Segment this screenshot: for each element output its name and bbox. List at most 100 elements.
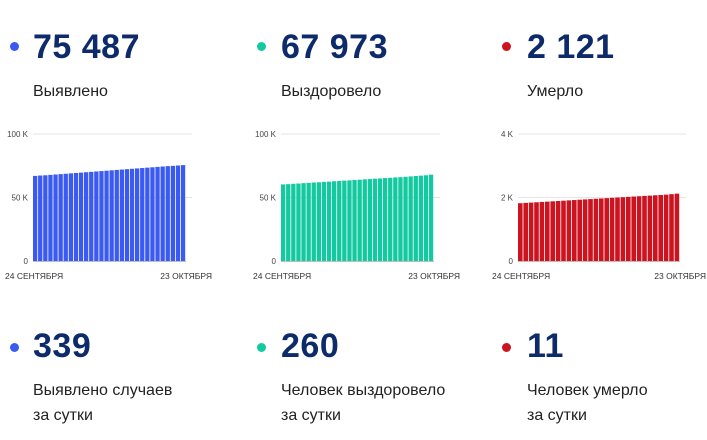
bar	[109, 170, 114, 261]
died-daily-label: Человек умерло за сутки	[527, 378, 648, 428]
died-total-label: Умерло	[527, 83, 584, 100]
detected-dot-icon	[10, 42, 19, 51]
bar	[63, 173, 68, 261]
bar	[528, 202, 534, 261]
bar	[170, 165, 175, 261]
bar	[321, 181, 327, 261]
died-daily-dot-icon	[502, 343, 511, 352]
bar	[609, 197, 615, 261]
bar	[352, 179, 357, 261]
panel-recovered: 67 973 Выздоровело 0 50 K 100 K 24 СЕНТЯБРЯ…	[248, 0, 488, 440]
bar	[89, 171, 94, 261]
x-tick-label-end: 23 ОКТЯБРЯ	[654, 271, 706, 281]
bar	[593, 198, 599, 261]
y-tick-label: 0	[509, 257, 514, 266]
bar	[383, 178, 388, 261]
detected-chart: 0 50 K 100 K 24 СЕНТЯБРЯ 23 ОКТЯБРЯ	[5, 130, 212, 281]
died-daily: 11	[527, 327, 564, 365]
bar	[43, 175, 48, 261]
bar	[68, 173, 73, 261]
detected-daily: 339	[33, 327, 92, 365]
y-tick-label: 100 K	[7, 130, 29, 139]
bar	[316, 182, 321, 261]
bar	[175, 165, 181, 261]
bar	[620, 197, 626, 261]
bar	[332, 181, 337, 261]
bar	[342, 180, 347, 261]
bar	[94, 171, 99, 261]
bar	[413, 176, 418, 261]
bar	[615, 197, 620, 261]
bar	[291, 183, 296, 261]
bar	[518, 203, 523, 261]
bar	[73, 172, 79, 261]
y-tick-label: 100 K	[255, 130, 277, 139]
detected-daily-label: Выявлено случаев за сутки	[33, 378, 172, 428]
bar	[372, 178, 378, 261]
bar	[566, 200, 572, 261]
bar	[347, 180, 352, 261]
y-tick-label: 0	[272, 257, 277, 266]
bar	[301, 183, 306, 261]
bar	[534, 202, 539, 261]
bar	[418, 175, 423, 261]
bar	[663, 194, 669, 261]
bar	[129, 168, 135, 261]
bar	[48, 174, 53, 261]
recovered-daily-label-line2: за сутки	[281, 407, 341, 424]
bar	[150, 167, 155, 261]
bar	[408, 176, 413, 261]
bar	[58, 174, 63, 261]
x-tick-label-start: 24 СЕНТЯБРЯ	[253, 271, 311, 281]
bar	[398, 177, 403, 261]
bar	[337, 180, 342, 261]
bar	[326, 181, 332, 261]
bar	[357, 179, 362, 261]
panel-died: 2 121 Умерло 0 2 K 4 K 24 СЕНТЯБРЯ 23 ОКТЯБР…	[492, 0, 707, 440]
bar	[674, 193, 680, 261]
bar	[377, 178, 383, 261]
bar	[555, 200, 561, 261]
died-dot-icon	[502, 42, 511, 51]
bar	[33, 175, 38, 261]
y-tick-label: 4 K	[501, 130, 514, 139]
bar	[165, 166, 170, 261]
recovered-total-label: Выздоровело	[281, 83, 382, 100]
detected-total-label: Выявлено	[33, 83, 108, 100]
bar	[78, 172, 84, 261]
bar	[653, 195, 658, 261]
bar	[362, 179, 367, 261]
bar	[124, 169, 130, 261]
bar	[119, 169, 124, 261]
bar	[588, 199, 593, 261]
bar	[428, 174, 434, 261]
recovered-daily-label: Человек выздоровело за сутки	[281, 378, 445, 428]
bar	[104, 170, 109, 261]
bar	[403, 176, 408, 261]
y-tick-label: 2 K	[501, 194, 514, 203]
bar	[599, 198, 604, 261]
bar	[582, 199, 588, 261]
x-tick-label-end: 23 ОКТЯБРЯ	[160, 271, 212, 281]
recovered-daily-label-line1: Человек выздоровело	[281, 382, 446, 399]
bar	[135, 168, 140, 261]
died-daily-label-line2: за сутки	[527, 407, 587, 424]
bar	[604, 198, 609, 261]
detected-daily-dot-icon	[10, 343, 19, 352]
y-tick-label: 0	[24, 257, 29, 266]
panel-detected: 75 487 Выявлено 0 50 K 100 K 24 СЕНТЯБРЯ 23 …	[0, 0, 240, 440]
bar	[281, 184, 286, 261]
bar	[626, 196, 631, 261]
died-total: 2 121	[527, 28, 615, 66]
died-chart: 0 2 K 4 K 24 СЕНТЯБРЯ 23 ОКТЯБРЯ	[492, 130, 706, 281]
x-tick-label-start: 24 СЕНТЯБРЯ	[492, 271, 550, 281]
y-tick-label: 50 K	[260, 194, 277, 203]
bar	[140, 168, 145, 261]
detected-total: 75 487	[33, 28, 140, 66]
bar	[545, 201, 550, 261]
bar	[561, 200, 566, 261]
bar	[180, 165, 186, 261]
x-tick-label-end: 23 ОКТЯБРЯ	[408, 271, 460, 281]
bar	[572, 200, 577, 261]
bar	[160, 166, 165, 261]
